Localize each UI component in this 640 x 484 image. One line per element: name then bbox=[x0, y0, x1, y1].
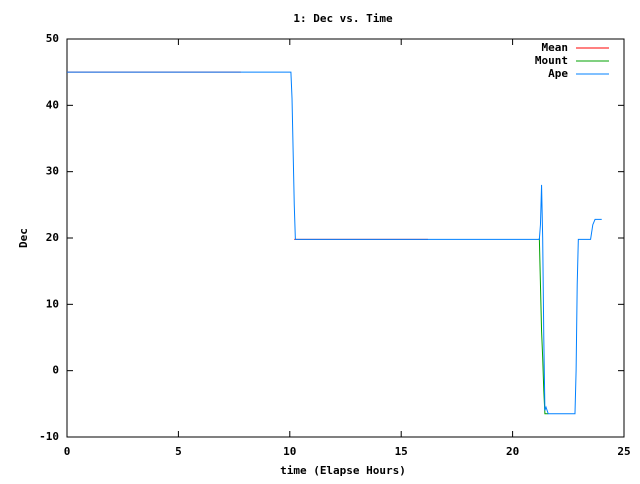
x-tick-label: 5 bbox=[175, 445, 182, 458]
y-axis-label: Dec bbox=[17, 228, 30, 248]
x-tick-label: 10 bbox=[283, 445, 296, 458]
y-tick-label: 10 bbox=[46, 297, 59, 310]
chart-title: 1: Dec vs. Time bbox=[293, 12, 393, 25]
y-tick-label: 0 bbox=[52, 364, 59, 377]
x-tick-label: 15 bbox=[395, 445, 408, 458]
y-tick-label: 50 bbox=[46, 32, 59, 45]
legend-label: Ape bbox=[548, 67, 568, 80]
legend-label: Mount bbox=[535, 54, 568, 67]
y-tick-label: 40 bbox=[46, 98, 59, 111]
series-line bbox=[538, 237, 549, 415]
x-tick-label: 20 bbox=[506, 445, 519, 458]
y-tick-label: -10 bbox=[39, 430, 59, 443]
series-line bbox=[67, 71, 602, 415]
y-tick-label: 20 bbox=[46, 231, 59, 244]
x-tick-label: 0 bbox=[64, 445, 71, 458]
x-tick-label: 25 bbox=[617, 445, 630, 458]
y-tick-label: 30 bbox=[46, 165, 59, 178]
legend-label: Mean bbox=[542, 41, 569, 54]
x-axis-label: time (Elapse Hours) bbox=[280, 464, 406, 477]
